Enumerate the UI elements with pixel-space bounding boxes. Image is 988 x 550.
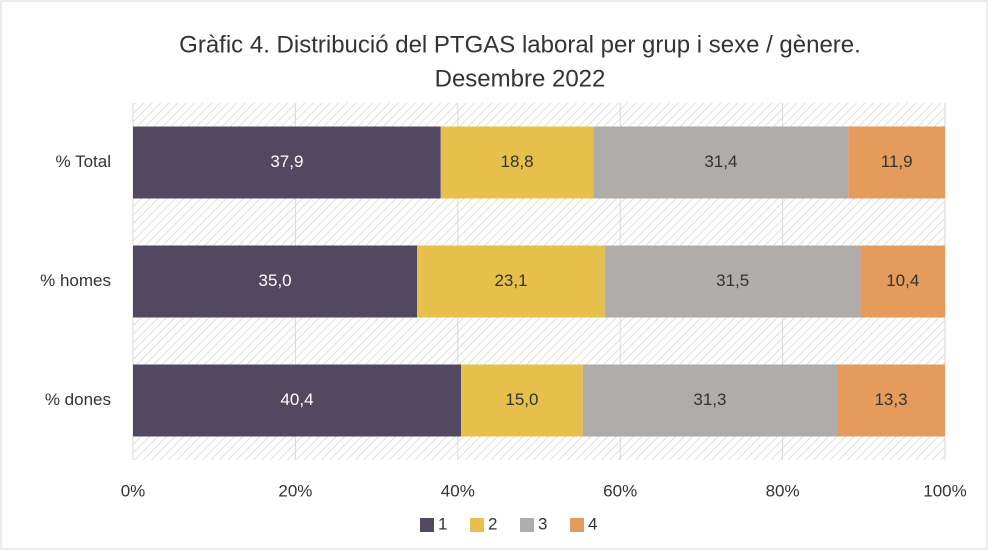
- bar-segment: [582, 364, 838, 437]
- x-tick-label: 20%: [278, 481, 312, 500]
- x-tick-label: 60%: [603, 481, 637, 500]
- bar-segment: [860, 245, 945, 318]
- bar-segment: [604, 245, 861, 318]
- x-tick-label: 80%: [766, 481, 800, 500]
- chart-title: Desembre 2022: [435, 65, 606, 92]
- legend-swatch: [570, 518, 584, 532]
- legend-label: 2: [488, 514, 497, 533]
- data-label: 23,1: [494, 271, 527, 290]
- legend-label: 1: [438, 514, 447, 533]
- y-tick-label: % Total: [56, 152, 111, 171]
- data-label: 18,8: [501, 152, 534, 171]
- chart-title: Gràfic 4. Distribució del PTGAS laboral …: [179, 31, 861, 58]
- bar-segment: [440, 126, 594, 199]
- data-label: 31,3: [693, 390, 726, 409]
- data-label: 13,3: [874, 390, 907, 409]
- bar-segment: [848, 126, 945, 199]
- bar-segment: [461, 364, 583, 437]
- legend-swatch: [470, 518, 484, 532]
- y-tick-label: % dones: [45, 390, 111, 409]
- bar-segment: [133, 364, 462, 437]
- bar-segment: [133, 245, 418, 318]
- data-label: 15,0: [505, 390, 538, 409]
- y-tick-label: % homes: [40, 271, 111, 290]
- bar-segment: [417, 245, 605, 318]
- data-label: 31,4: [704, 152, 737, 171]
- legend-swatch: [420, 518, 434, 532]
- legend-swatch: [520, 518, 534, 532]
- x-tick-label: 40%: [441, 481, 475, 500]
- x-tick-label: 100%: [923, 481, 966, 500]
- data-label: 40,4: [280, 390, 313, 409]
- x-tick-label: 0%: [121, 481, 146, 500]
- legend-label: 4: [588, 514, 597, 533]
- data-label: 11,9: [881, 152, 913, 171]
- data-label: 37,9: [270, 152, 303, 171]
- data-label: 10,4: [886, 271, 919, 290]
- data-label: 35,0: [259, 271, 292, 290]
- bar-segment: [133, 126, 441, 199]
- legend-label: 3: [538, 514, 547, 533]
- data-label: 31,5: [716, 271, 749, 290]
- bar-segment: [837, 364, 945, 437]
- bar-segment: [593, 126, 849, 199]
